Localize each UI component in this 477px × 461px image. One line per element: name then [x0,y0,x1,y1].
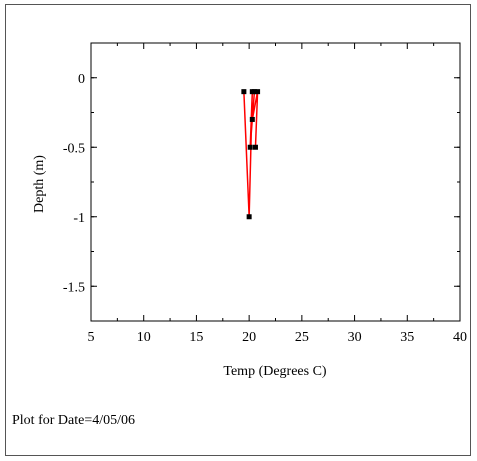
x-tick-label: 15 [189,330,203,345]
data-point [241,89,247,95]
x-tick-label: 5 [88,330,95,345]
plot-area-border [90,42,461,322]
data-series [241,89,261,220]
x-tick-label: 20 [242,330,256,345]
y-tick-label: -1 [73,211,85,226]
x-tick-label: 10 [137,330,151,345]
data-point [247,144,253,150]
x-tick-label: 35 [400,330,414,345]
data-point [246,214,252,220]
x-tick-label: 25 [295,330,309,345]
chart-frame [5,4,471,456]
y-tick-label: -1.5 [63,280,85,295]
y-tick-label: -0.5 [63,141,85,156]
data-point [252,144,258,150]
y-tick-label: 0 [78,72,85,87]
x-axis-label: Temp (Degrees C) [223,364,327,379]
data-point [255,89,261,95]
axes: 0 -0.5 -1 -1.5 5 10 15 20 25 30 35 40 [63,42,467,345]
data-point [251,89,257,95]
series-line [243,91,259,217]
x-tick-label: 30 [348,330,362,345]
y-axis-label: Depth (m) [32,155,47,213]
x-tick-label: 40 [453,330,467,345]
plot-caption: Plot for Date=4/05/06 [12,413,135,428]
data-point [249,116,255,122]
